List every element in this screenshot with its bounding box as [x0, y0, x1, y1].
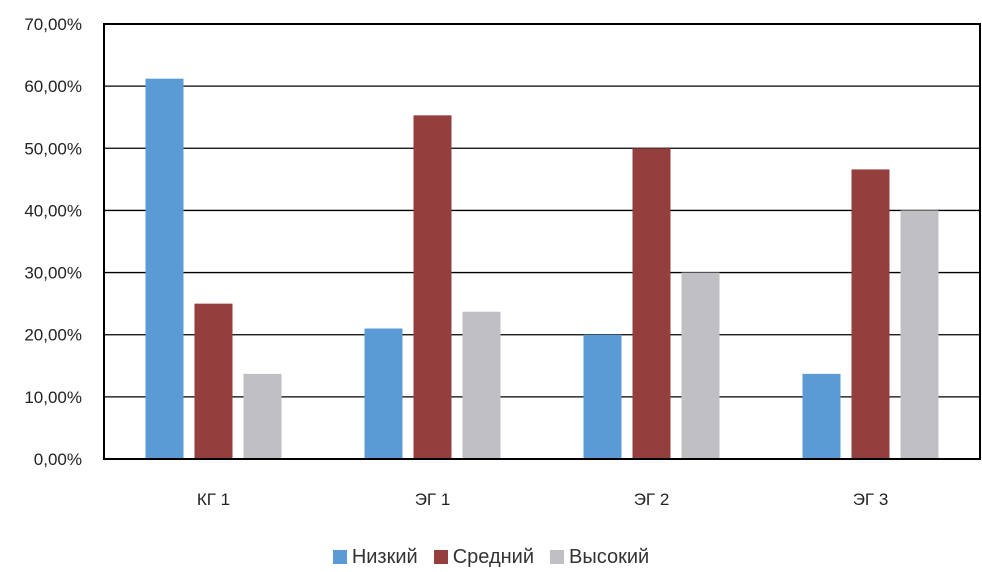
bar-medium-3 — [632, 148, 671, 460]
bar-high-3 — [681, 272, 720, 459]
legend-swatch — [433, 550, 448, 564]
plot-area-border — [103, 23, 981, 460]
legend-label: Средний — [452, 545, 535, 568]
legend: Низкий Средний Высокий — [0, 544, 982, 570]
y-tick-label: 10,00% — [24, 388, 82, 407]
bar-chart: 0,00% 10,00% 20,00% 30,00% 40,00% 50,00% 60,00… — [24, 15, 981, 509]
x-category-label: КГ 1 — [197, 490, 230, 509]
bar-low-1 — [145, 78, 184, 459]
bar-low-2 — [364, 328, 403, 459]
y-tick-label: 20,00% — [24, 326, 82, 345]
bar-high-4 — [900, 210, 939, 459]
legend-swatch — [550, 550, 565, 564]
bar-medium-1 — [194, 303, 233, 459]
legend-label: Низкий — [351, 545, 418, 568]
bar-high-2 — [462, 311, 501, 459]
legend-label: Высокий — [569, 545, 650, 568]
legend-swatch — [332, 550, 347, 564]
legend-item: Низкий — [332, 545, 418, 569]
y-tick-label: 70,00% — [24, 15, 82, 34]
y-tick-label: 0,00% — [34, 450, 82, 469]
x-category-label: ЭГ 3 — [853, 490, 889, 509]
bar-medium-4 — [851, 169, 890, 459]
y-tick-label: 50,00% — [24, 139, 82, 158]
legend-item: Средний — [433, 545, 535, 569]
y-axis-tick-labels: 0,00% 10,00% 20,00% 30,00% 40,00% 50,00% 60,00… — [24, 15, 82, 469]
bar-medium-2 — [413, 115, 452, 459]
gridlines — [104, 23, 980, 460]
legend-item: Высокий — [550, 546, 649, 569]
bar-high-1 — [243, 373, 282, 459]
x-category-label: ЭГ 1 — [415, 490, 451, 509]
x-axis-category-labels: КГ 1 ЭГ 1 ЭГ 2 ЭГ 3 — [197, 490, 888, 509]
bar-low-4 — [802, 373, 841, 459]
bar-low-3 — [583, 334, 622, 459]
x-category-label: ЭГ 2 — [634, 490, 670, 509]
y-tick-label: 60,00% — [24, 77, 82, 96]
bars — [145, 78, 939, 460]
y-tick-label: 30,00% — [24, 264, 82, 283]
y-tick-label: 40,00% — [24, 201, 82, 220]
